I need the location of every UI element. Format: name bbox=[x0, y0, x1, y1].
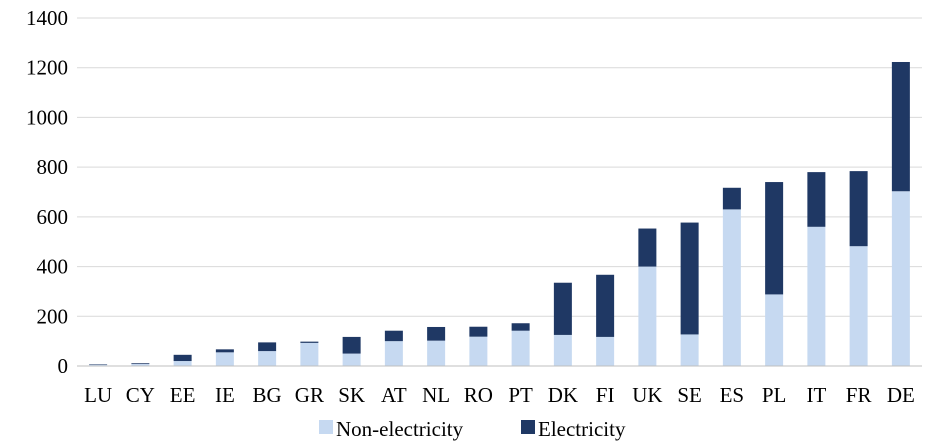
x-tick-label: SE bbox=[677, 383, 702, 407]
x-tick-label: PT bbox=[508, 383, 533, 407]
bar-electricity-nl bbox=[427, 326, 446, 341]
y-tick-label: 800 bbox=[37, 155, 69, 179]
bar-non-electricity-pt bbox=[511, 330, 530, 366]
bar-electricity-cy bbox=[131, 363, 150, 365]
bar-non-electricity-uk bbox=[638, 266, 657, 366]
x-tick-label: IE bbox=[215, 383, 235, 407]
bar-non-electricity-nl bbox=[427, 340, 446, 366]
bar-non-electricity-fr bbox=[849, 246, 868, 366]
bar-electricity-de bbox=[891, 61, 910, 192]
bar-non-electricity-de bbox=[891, 191, 910, 366]
bar-non-electricity-pl bbox=[765, 294, 784, 366]
bar-non-electricity-lu bbox=[89, 364, 108, 366]
y-tick-label: 400 bbox=[37, 255, 69, 279]
bar-non-electricity-es bbox=[722, 209, 741, 366]
legend-swatch-non-electricity bbox=[319, 420, 333, 434]
y-tick-label: 1000 bbox=[26, 105, 68, 129]
bar-electricity-it bbox=[807, 172, 826, 227]
y-tick-label: 0 bbox=[58, 354, 69, 378]
x-tick-label: CY bbox=[126, 383, 155, 407]
bar-non-electricity-sk bbox=[342, 353, 361, 366]
bar-non-electricity-it bbox=[807, 226, 826, 366]
bars bbox=[89, 61, 910, 366]
bar-electricity-bg bbox=[258, 342, 277, 352]
x-tick-label: EE bbox=[170, 383, 196, 407]
x-tick-label: NL bbox=[422, 383, 450, 407]
y-tick-label: 1200 bbox=[26, 56, 68, 80]
bar-electricity-es bbox=[722, 187, 741, 210]
bar-non-electricity-ie bbox=[215, 352, 234, 366]
x-tick-label: DK bbox=[548, 383, 578, 407]
bar-non-electricity-gr bbox=[300, 342, 319, 366]
bar-non-electricity-fi bbox=[596, 336, 615, 366]
bar-electricity-gr bbox=[300, 341, 319, 343]
bar-electricity-at bbox=[384, 330, 403, 342]
bar-electricity-pt bbox=[511, 323, 530, 331]
x-tick-label: BG bbox=[253, 383, 282, 407]
x-tick-label: PL bbox=[762, 383, 787, 407]
bar-non-electricity-ro bbox=[469, 336, 488, 366]
x-tick-label: GR bbox=[295, 383, 324, 407]
legend-swatch-electricity bbox=[521, 420, 535, 434]
gridlines bbox=[77, 17, 922, 317]
bar-non-electricity-cy bbox=[131, 364, 150, 366]
bar-non-electricity-at bbox=[384, 341, 403, 366]
bar-non-electricity-dk bbox=[553, 334, 572, 366]
x-tick-label: SK bbox=[338, 383, 365, 407]
x-tick-label: ES bbox=[720, 383, 745, 407]
bar-electricity-ro bbox=[469, 326, 488, 337]
bar-non-electricity-ee bbox=[173, 361, 192, 366]
bar-electricity-ie bbox=[215, 349, 234, 353]
bar-electricity-uk bbox=[638, 228, 657, 267]
x-tick-label: FR bbox=[846, 383, 872, 407]
legend: Non-electricity Electricity bbox=[319, 417, 626, 441]
bar-electricity-pl bbox=[765, 182, 784, 295]
legend-label-electricity: Electricity bbox=[538, 417, 626, 441]
bar-electricity-ee bbox=[173, 354, 192, 362]
bar-non-electricity-bg bbox=[258, 351, 277, 366]
y-tick-label: 200 bbox=[37, 304, 69, 328]
x-tick-label: FI bbox=[596, 383, 615, 407]
y-tick-label: 600 bbox=[37, 205, 69, 229]
x-tick-label: LU bbox=[84, 383, 112, 407]
bar-electricity-fr bbox=[849, 171, 868, 247]
bar-electricity-dk bbox=[553, 282, 572, 335]
y-axis-tick-labels: 0 200 400 600 800 1000 1200 1400 bbox=[26, 6, 68, 378]
x-tick-label: UK bbox=[632, 383, 662, 407]
x-axis-tick-labels: LU CY EE IE BG GR SK AT NL RO PT DK FI UK SE ES PL IT FR DE bbox=[84, 383, 915, 407]
legend-label-non-electricity: Non-electricity bbox=[336, 417, 464, 441]
y-tick-label: 1400 bbox=[26, 6, 68, 30]
x-tick-label: RO bbox=[464, 383, 493, 407]
x-tick-label: DE bbox=[887, 383, 915, 407]
x-tick-label: AT bbox=[381, 383, 407, 407]
bar-electricity-fi bbox=[596, 274, 615, 337]
bar-electricity-sk bbox=[342, 336, 361, 354]
x-tick-label: IT bbox=[806, 383, 826, 407]
bar-electricity-se bbox=[680, 222, 699, 335]
bar-non-electricity-se bbox=[680, 334, 699, 366]
